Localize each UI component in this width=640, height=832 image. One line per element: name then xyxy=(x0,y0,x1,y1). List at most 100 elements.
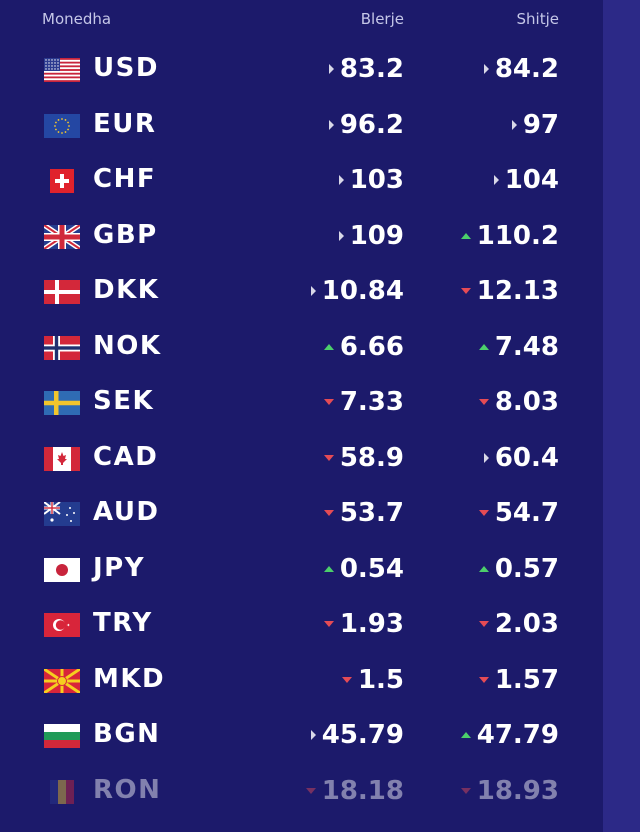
buy-rate: 96.2 xyxy=(328,109,404,141)
trend-down-icon xyxy=(305,787,316,794)
trend-up-icon xyxy=(460,232,471,239)
table-row: AUD 53.7 54.7 xyxy=(0,486,603,542)
buy-value: 18.18 xyxy=(321,775,404,806)
trend-flat-icon xyxy=(310,730,316,740)
ca-flag-icon xyxy=(44,446,80,471)
currency-code: DKK xyxy=(93,275,160,305)
sell-rate: 0.57 xyxy=(478,553,559,585)
sell-value: 0.57 xyxy=(494,553,559,584)
trend-down-icon xyxy=(341,676,352,683)
table-row: TRY 1.93 2.03 xyxy=(0,597,603,653)
sell-rate: 18.93 xyxy=(460,775,559,807)
buy-rate: 1.5 xyxy=(341,664,404,696)
trend-down-icon xyxy=(478,510,489,516)
table-row: BGN 45.79 47.79 xyxy=(0,708,603,764)
sell-rate: 60.4 xyxy=(483,442,559,474)
sell-rate: 110.2 xyxy=(460,220,559,252)
buy-value: 109 xyxy=(349,220,404,251)
currency-code: BGN xyxy=(93,719,161,749)
buy-rate: 109 xyxy=(338,220,404,252)
sell-value: 18.93 xyxy=(476,775,559,806)
currency-code: MKD xyxy=(93,663,166,694)
buy-value: 53.7 xyxy=(339,498,404,528)
table-row: JPY 0.54 0.57 xyxy=(0,542,603,598)
sell-rate: 12.13 xyxy=(460,275,559,307)
trend-down-icon xyxy=(323,510,334,516)
trend-up-icon xyxy=(323,565,334,572)
trend-flat-icon xyxy=(483,452,489,463)
sell-rate: 104 xyxy=(493,164,559,196)
table-row: CAD 58.9 60.4 xyxy=(0,431,603,487)
dk-flag-icon xyxy=(44,280,80,304)
currency-code: GBP xyxy=(93,219,158,250)
sell-rate: 97 xyxy=(511,109,559,141)
trend-flat-icon xyxy=(493,175,499,185)
table-row: CHF 103 104 xyxy=(0,153,603,209)
sell-value: 54.7 xyxy=(494,498,559,528)
sell-value: 2.03 xyxy=(494,609,559,639)
gb-flag-icon xyxy=(44,224,80,249)
table-header: Monedha Blerje Shitje xyxy=(0,0,603,40)
buy-rate: 6.66 xyxy=(323,331,404,363)
table-row: GBP 109 110.2 xyxy=(0,209,603,265)
currency-code: AUD xyxy=(93,497,160,527)
currency-code: TRY xyxy=(93,608,153,638)
sell-value: 47.79 xyxy=(476,720,559,750)
buy-rate: 103 xyxy=(338,164,404,196)
mk-flag-icon xyxy=(44,668,80,693)
sell-rate: 1.57 xyxy=(478,664,559,696)
table-row: DKK 10.84 12.13 xyxy=(0,264,603,320)
ch-flag-icon xyxy=(44,169,80,193)
trend-down-icon xyxy=(323,399,334,405)
table-row: NOK 6.66 7.48 xyxy=(0,320,603,376)
sell-value: 12.13 xyxy=(476,276,559,306)
buy-rate: 53.7 xyxy=(323,497,404,529)
sell-rate: 47.79 xyxy=(460,719,559,751)
header-sell: Shitje xyxy=(516,10,559,28)
currency-code: JPY xyxy=(93,552,146,583)
bg-flag-icon xyxy=(44,724,80,748)
header-buy: Blerje xyxy=(360,10,404,28)
trend-up-icon xyxy=(478,343,489,350)
buy-value: 0.54 xyxy=(339,553,404,584)
trend-flat-icon xyxy=(328,64,334,74)
table-row: MKD 1.5 1.57 xyxy=(0,653,603,709)
buy-rate: 45.79 xyxy=(310,719,404,751)
trend-down-icon xyxy=(323,621,334,627)
trend-up-icon xyxy=(323,343,334,350)
table-row: RON 18.18 18.93 xyxy=(0,764,603,820)
sell-value: 60.4 xyxy=(494,442,559,473)
currency-code: NOK xyxy=(93,330,162,361)
buy-value: 83.2 xyxy=(339,54,404,84)
exchange-rate-table: Monedha Blerje Shitje USD 83.2 84.2 EUR … xyxy=(0,0,603,820)
sell-rate: 7.48 xyxy=(478,331,559,363)
trend-flat-icon xyxy=(338,230,344,241)
buy-value: 1.93 xyxy=(339,609,404,639)
se-flag-icon xyxy=(44,391,80,415)
trend-flat-icon xyxy=(338,175,344,185)
buy-value: 58.9 xyxy=(339,442,404,473)
currency-code: EUR xyxy=(93,108,157,139)
currency-code: CAD xyxy=(93,441,159,472)
sell-value: 104 xyxy=(504,165,559,195)
table-row: EUR 96.2 97 xyxy=(0,98,603,154)
sell-rate: 84.2 xyxy=(483,53,559,85)
table-row: SEK 7.33 8.03 xyxy=(0,375,603,431)
sell-value: 8.03 xyxy=(494,387,559,417)
sell-value: 110.2 xyxy=(476,220,559,251)
buy-rate: 7.33 xyxy=(323,386,404,418)
trend-down-icon xyxy=(323,454,334,461)
trend-flat-icon xyxy=(511,119,517,130)
jp-flag-icon xyxy=(44,557,80,582)
trend-down-icon xyxy=(460,787,471,794)
trend-down-icon xyxy=(460,288,471,294)
header-currency: Monedha xyxy=(42,10,112,28)
buy-rate: 10.84 xyxy=(310,275,404,307)
buy-rate: 83.2 xyxy=(328,53,404,85)
buy-value: 10.84 xyxy=(321,276,404,306)
sell-value: 97 xyxy=(522,109,559,140)
scrollbar-track[interactable] xyxy=(603,0,640,832)
eu-flag-icon xyxy=(44,113,80,138)
ro-flag-icon xyxy=(44,779,80,804)
table-row: USD 83.2 84.2 xyxy=(0,42,603,98)
